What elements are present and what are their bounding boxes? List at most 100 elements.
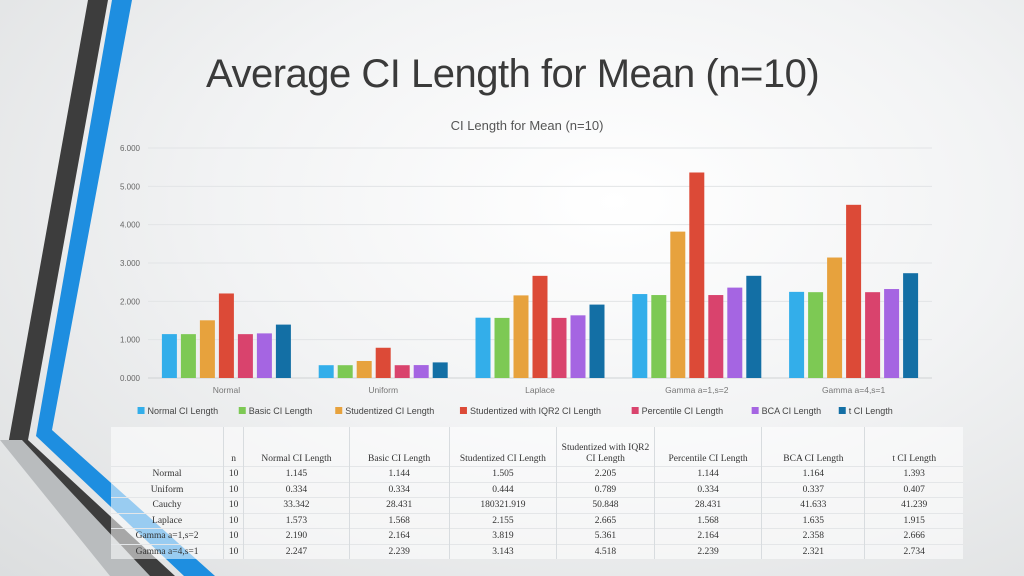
table-cell: 2.358 [761,528,865,544]
table-cell: 2.247 [243,544,350,559]
bars [161,172,919,378]
table-cell: 1.635 [761,513,865,529]
bar [432,362,448,378]
chart-title: CI Length for Mean (n=10) [451,118,604,133]
table-cell: 41.633 [761,497,865,513]
bar [827,257,843,378]
x-category-label: Uniform [368,385,398,395]
legend-swatch [631,407,639,414]
bar [903,273,919,378]
table-body: Normal 10 1.145 1.144 1.505 2.205 1.144 1.164 1.… [111,466,963,559]
x-axis-categories: Normal Uniform Laplace Gamma a=1,s=2 Gamma a… [213,385,886,395]
bar [318,365,334,378]
table-cell: 2.155 [448,513,557,529]
bar-chart: CI Length for Mean (n=10) 0.000 1.000 2.00… [120,118,932,416]
y-tick-label: 5.000 [120,182,141,191]
table-cell: 2.164 [348,528,450,544]
table-cell: 0.334 [348,482,450,498]
bar [237,334,253,378]
table-cell: 50.848 [556,497,655,513]
table-cell: 1.573 [243,513,350,529]
bar [846,204,862,378]
table-cell: 0.334 [653,482,762,498]
table-row: Gamma a=4,s=1 10 2.247 2.239 3.143 4.518 2.239… [111,544,963,559]
bar [475,317,491,378]
bar [161,334,177,378]
table-cell: 10 [223,497,244,513]
table-cell: 10 [223,528,244,544]
legend-item-label: Studentized CI Length [345,406,434,416]
x-category-label: Gamma a=1,s=2 [665,385,729,395]
table-cell: 1.144 [653,466,762,482]
legend-item-label: Normal CI Length [148,406,219,416]
bar [356,360,372,378]
y-tick-label: 4.000 [120,221,141,230]
y-tick-label: 6.000 [120,144,141,153]
table-header-cell: BCA CI Length [761,427,865,467]
table-cell: 1.164 [761,466,865,482]
table-row: Uniform 10 0.334 0.334 0.444 0.789 0.334 0.337 0… [111,482,963,498]
legend-swatch [137,407,145,414]
x-category-label: Normal [213,385,241,395]
table-cell: 10 [223,544,244,559]
dark-stripe [8,0,175,576]
bar [337,365,353,378]
table-cell: 2.205 [556,466,655,482]
x-category-label: Gamma a=4,s=1 [822,385,886,395]
bar [375,347,391,378]
bar [513,295,529,378]
table-cell: 0.789 [556,482,655,498]
bar [808,292,824,378]
table-cell: 2.164 [653,528,762,544]
table-cell: 28.431 [348,497,450,513]
bar [865,292,881,378]
y-tick-label: 1.000 [120,336,141,345]
table-cell: 0.444 [448,482,557,498]
bar [532,275,548,378]
bar [218,293,234,378]
y-tick-label: 0.000 [120,374,141,383]
bar [180,334,196,378]
bar [589,304,605,378]
bar [884,289,900,378]
legend-swatch [238,407,246,414]
table-cell: 10 [223,466,244,482]
bar [394,365,410,378]
table-header-row: n Normal CI Length Basic CI Length Studenti… [111,427,963,467]
legend: Normal CI Length Basic CI Length Studentiz… [137,406,893,416]
table-cell: 41.239 [864,497,963,513]
bar [199,320,215,378]
row-label-cell: Gamma a=1,s=2 [135,531,199,541]
bar [256,333,272,378]
bar [689,172,705,378]
table-cell: 1.568 [653,513,762,529]
x-category-label: Laplace [525,385,555,395]
y-tick-label: 2.000 [120,297,141,306]
row-label-cell: Cauchy [152,500,182,510]
table-row: Gamma a=1,s=2 10 2.190 2.164 3.819 5.361 2.164… [111,528,963,544]
table-row: Laplace 10 1.573 1.568 2.155 2.665 1.568 1.635 1… [111,513,963,529]
table-header-cell: Studentized with IQR2 CI Length [556,427,655,467]
bar [632,294,648,378]
table-cell: 33.342 [243,497,350,513]
row-label-cell: Laplace [152,515,183,526]
table-cell: 180321.919 [448,497,557,513]
table-cell: 1.915 [864,513,963,529]
y-axis-ticks: 0.000 1.000 2.000 3.000 4.000 5.000 6.000 [120,144,141,383]
table-header-cell: n [223,427,244,467]
table-row: Cauchy 10 33.342 28.431 180321.919 50.848 28.4… [111,497,963,513]
table-header-cell: Studentized CI Length [448,427,557,467]
table-cell: 2.239 [348,544,450,559]
legend-item-label: Studentized with IQR2 CI Length [470,406,601,416]
table-cell: 4.518 [556,544,655,559]
table-cell: 1.505 [448,466,557,482]
bar [670,231,686,378]
bar [413,365,429,378]
table-cell: 2.190 [243,528,350,544]
bar [708,295,724,378]
row-label-cell: Gamma a=4,s=1 [135,546,199,557]
table-cell: 0.407 [864,482,963,498]
legend-swatch [751,407,759,414]
table-header-cell: Percentile CI Length [653,427,762,467]
blue-stripe [36,0,215,576]
